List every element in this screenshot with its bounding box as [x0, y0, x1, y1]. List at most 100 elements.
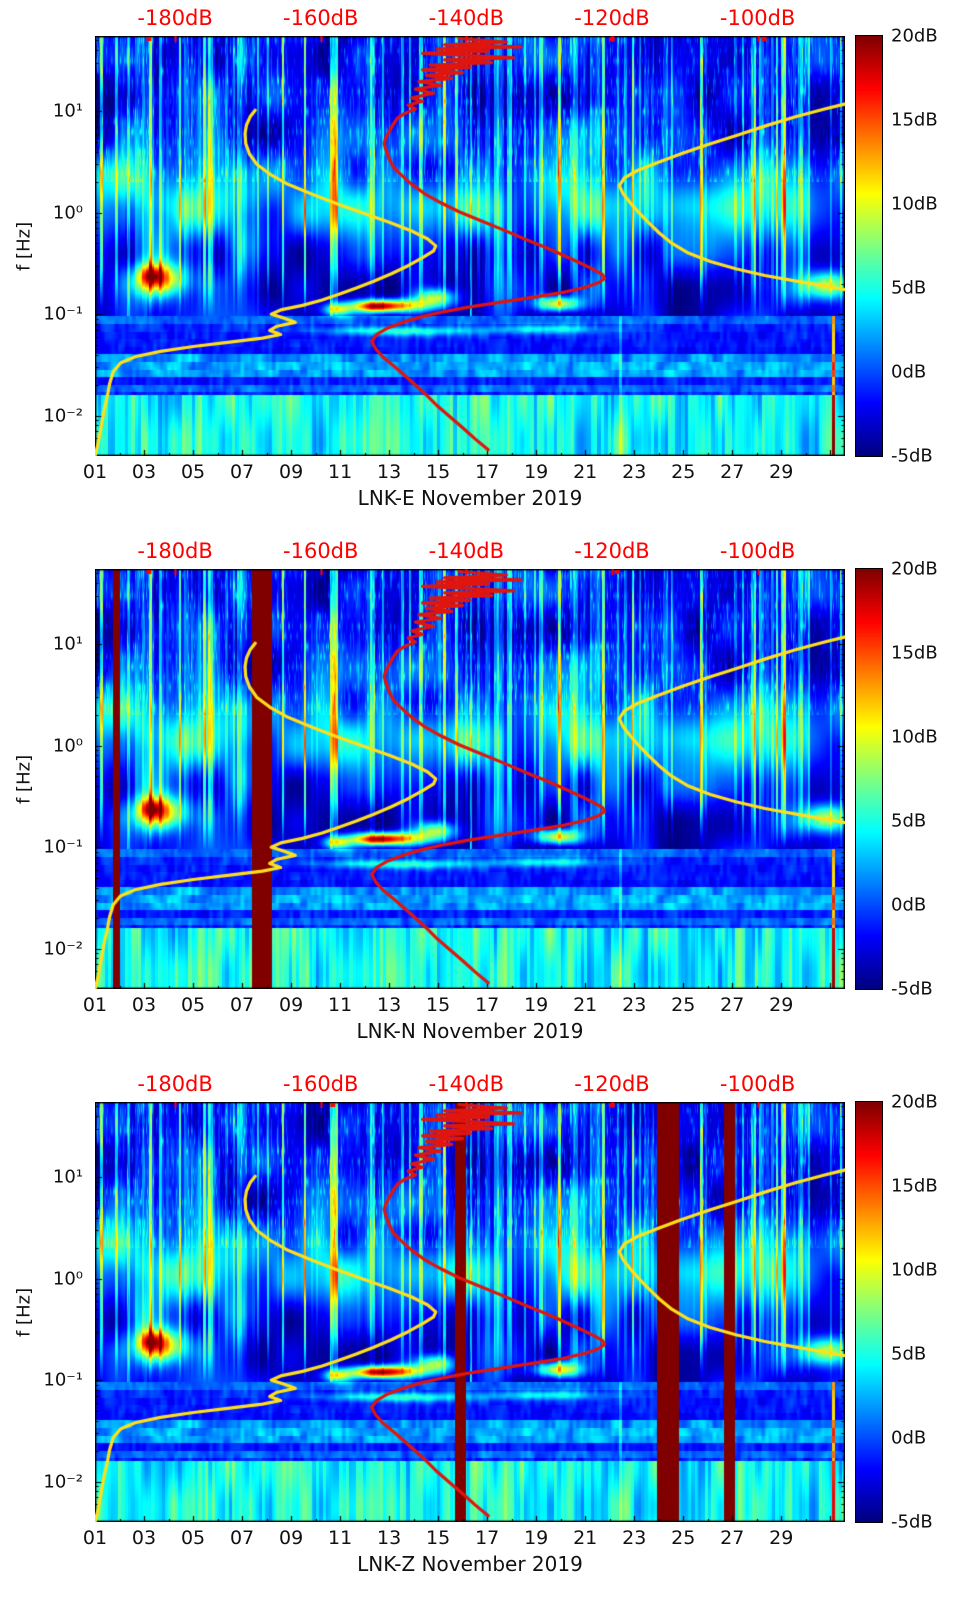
top-db-tick-label: -120dB [574, 6, 650, 30]
colorbar-labels: 20dB 15dB 10dB 5dB 0dB -5dB [891, 559, 961, 1000]
x-tick-label: 27 [720, 994, 745, 1016]
x-tick-label: 01 [82, 1527, 108, 1549]
x-tick-label: 29 [769, 994, 794, 1016]
x-tick-label: 15 [426, 994, 451, 1016]
panel-title: LNK-N November 2019 [356, 1019, 584, 1043]
x-tick-label: 05 [180, 1527, 206, 1549]
x-tick-label: 15 [426, 461, 451, 483]
top-db-tick-label: -120dB [574, 1072, 650, 1096]
colorbar-tick-label: 0dB [891, 1427, 927, 1449]
colorbar-tick-label: 5dB [891, 1343, 927, 1365]
panel-lnk-z: -180dB -160dB -140dB -120dB -100dB f [Hz] 10… [0, 1066, 962, 1599]
top-db-tick-label: -140dB [428, 539, 505, 563]
x-tick-label: 11 [328, 1527, 353, 1549]
top-db-tick-label: -100dB [719, 1072, 796, 1096]
x-tick-label: 13 [377, 461, 402, 483]
colorbar [855, 35, 883, 457]
colorbar-tick-label: 15dB [891, 109, 938, 131]
x-tick-label: 11 [328, 994, 353, 1016]
x-tick-label: 25 [671, 994, 696, 1016]
x-tick-labels: 01 03 05 07 09 11 13 15 17 19 21 23 25 27 29 [83, 1527, 845, 1551]
top-db-axis: -180dB -160dB -140dB -120dB -100dB [95, 1072, 845, 1100]
colorbar-tick-label: -5dB [891, 445, 933, 467]
psd-curves-overlay [95, 1102, 845, 1522]
top-db-tick-label: -180dB [137, 6, 213, 30]
y-tick-labels: 10¹ 10⁰ 10⁻¹ 10⁻² [0, 36, 88, 456]
top-db-tick-label: -140dB [428, 6, 505, 30]
y-tick-label: 10⁻² [43, 405, 83, 427]
x-tick-label: 21 [573, 994, 598, 1016]
x-tick-labels: 01 03 05 07 09 11 13 15 17 19 21 23 25 27 29 [83, 994, 845, 1018]
y-tick-label: 10⁻² [43, 1471, 83, 1493]
x-tick-label: 21 [573, 1527, 598, 1549]
y-tick-label: 10⁰ [52, 202, 83, 224]
panel-lnk-e: -180dB -160dB -140dB -120dB -100dB f [Hz] 10… [0, 0, 962, 533]
x-tick-label: 09 [278, 461, 304, 483]
top-db-axis: -180dB -160dB -140dB -120dB -100dB [95, 6, 845, 34]
x-tick-label: 19 [524, 1527, 549, 1549]
x-tick-label: 29 [769, 1527, 794, 1549]
x-tick-label: 29 [769, 461, 794, 483]
colorbar-tick-label: 5dB [891, 277, 927, 299]
y-tick-label: 10⁰ [52, 735, 83, 757]
y-tick-label: 10¹ [52, 100, 83, 122]
top-db-tick-label: -140dB [428, 1072, 505, 1096]
colorbar-tick-label: -5dB [891, 1511, 933, 1533]
y-tick-label: 10⁻¹ [43, 1369, 83, 1391]
plot-area [95, 1102, 845, 1522]
top-db-tick-label: -100dB [719, 6, 796, 30]
x-tick-label: 23 [622, 1527, 647, 1549]
x-tick-label: 05 [180, 994, 206, 1016]
psd-curves-overlay [95, 36, 845, 456]
psd-curves-overlay [95, 569, 845, 989]
x-tick-label: 23 [622, 461, 647, 483]
x-tick-label: 25 [671, 461, 696, 483]
x-tick-label: 13 [377, 1527, 402, 1549]
x-tick-label: 27 [720, 1527, 745, 1549]
x-tick-label: 01 [82, 461, 108, 483]
y-tick-label: 10⁻¹ [43, 836, 83, 858]
colorbar-tick-label: 20dB [891, 25, 938, 47]
top-db-tick-label: -180dB [137, 1072, 213, 1096]
x-tick-label: 03 [131, 1527, 157, 1549]
y-tick-labels: 10¹ 10⁰ 10⁻¹ 10⁻² [0, 1102, 88, 1522]
colorbar-tick-label: -5dB [891, 978, 933, 1000]
panel-title: LNK-Z November 2019 [357, 1552, 583, 1576]
panel-lnk-n: -180dB -160dB -140dB -120dB -100dB f [Hz] 10… [0, 533, 962, 1066]
plot-area [95, 36, 845, 456]
x-tick-label: 17 [475, 1527, 500, 1549]
x-tick-label: 17 [475, 994, 500, 1016]
top-db-tick-label: -160dB [283, 1072, 359, 1096]
x-tick-label: 07 [229, 1527, 255, 1549]
x-tick-label: 11 [328, 461, 353, 483]
top-db-tick-label: -120dB [574, 539, 650, 563]
top-db-axis: -180dB -160dB -140dB -120dB -100dB [95, 539, 845, 567]
x-tick-label: 09 [278, 1527, 304, 1549]
x-tick-label: 17 [475, 461, 500, 483]
colorbar [855, 1101, 883, 1523]
x-tick-label: 27 [720, 461, 745, 483]
y-tick-label: 10¹ [52, 1166, 83, 1188]
x-tick-label: 19 [524, 461, 549, 483]
x-tick-label: 23 [622, 994, 647, 1016]
x-tick-label: 03 [131, 994, 157, 1016]
x-tick-labels: 01 03 05 07 09 11 13 15 17 19 21 23 25 27 29 [83, 461, 845, 485]
x-tick-label: 09 [278, 994, 304, 1016]
x-tick-label: 25 [671, 1527, 696, 1549]
colorbar-tick-label: 10dB [891, 193, 938, 215]
x-tick-label: 01 [82, 994, 108, 1016]
top-db-tick-label: -100dB [719, 539, 796, 563]
colorbar-tick-label: 15dB [891, 1175, 938, 1197]
top-db-tick-label: -160dB [283, 539, 359, 563]
y-tick-label: 10¹ [52, 633, 83, 655]
x-tick-label: 07 [229, 461, 255, 483]
y-tick-label: 10⁰ [52, 1268, 83, 1290]
colorbar-tick-label: 20dB [891, 1091, 938, 1113]
top-db-tick-label: -160dB [283, 6, 359, 30]
colorbar-tick-label: 0dB [891, 894, 927, 916]
colorbar [855, 568, 883, 990]
x-tick-label: 19 [524, 994, 549, 1016]
top-db-tick-label: -180dB [137, 539, 213, 563]
colorbar-tick-label: 5dB [891, 810, 927, 832]
colorbar-tick-label: 15dB [891, 642, 938, 664]
